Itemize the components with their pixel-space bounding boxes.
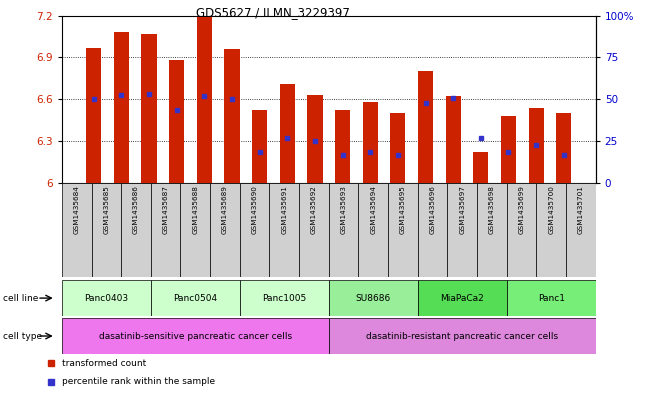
Text: GSM1435692: GSM1435692 <box>311 185 317 235</box>
Text: Panc1: Panc1 <box>538 294 564 303</box>
Bar <box>180 183 210 277</box>
Bar <box>252 110 267 183</box>
Text: GSM1435696: GSM1435696 <box>430 185 436 235</box>
Text: percentile rank within the sample: percentile rank within the sample <box>62 377 215 386</box>
Bar <box>418 72 433 183</box>
Text: GSM1435684: GSM1435684 <box>74 185 79 235</box>
Bar <box>210 183 240 277</box>
Text: cell line: cell line <box>3 294 38 303</box>
Text: GSM1435700: GSM1435700 <box>548 185 554 235</box>
Bar <box>566 183 596 277</box>
Bar <box>299 183 329 277</box>
Bar <box>329 183 359 277</box>
Text: dasatinib-resistant pancreatic cancer cells: dasatinib-resistant pancreatic cancer ce… <box>366 332 559 340</box>
Bar <box>169 60 184 183</box>
Bar <box>359 183 388 277</box>
Bar <box>225 49 240 183</box>
Bar <box>62 183 92 277</box>
Text: GDS5627 / ILMN_3229397: GDS5627 / ILMN_3229397 <box>197 6 350 19</box>
Bar <box>391 113 406 183</box>
Text: dasatinib-sensitive pancreatic cancer cells: dasatinib-sensitive pancreatic cancer ce… <box>99 332 292 340</box>
Bar <box>556 113 572 183</box>
Bar <box>141 34 157 183</box>
Text: GSM1435699: GSM1435699 <box>519 185 525 235</box>
Bar <box>151 280 240 316</box>
Bar <box>114 33 129 183</box>
Text: GSM1435688: GSM1435688 <box>192 185 199 235</box>
Text: cell type: cell type <box>3 332 42 340</box>
Bar <box>86 48 102 183</box>
Bar <box>240 183 270 277</box>
Bar <box>536 183 566 277</box>
Bar <box>329 280 418 316</box>
Bar <box>445 96 461 183</box>
Bar <box>62 280 151 316</box>
Bar <box>307 95 322 183</box>
Bar <box>506 280 596 316</box>
Bar <box>335 110 350 183</box>
Text: GSM1435693: GSM1435693 <box>340 185 346 235</box>
Text: transformed count: transformed count <box>62 359 146 368</box>
Text: Panc1005: Panc1005 <box>262 294 307 303</box>
Bar <box>473 152 488 183</box>
Text: GSM1435686: GSM1435686 <box>133 185 139 235</box>
Bar <box>62 318 329 354</box>
Text: GSM1435695: GSM1435695 <box>400 185 406 235</box>
Text: GSM1435694: GSM1435694 <box>370 185 376 235</box>
Bar <box>529 108 544 183</box>
Text: Panc0403: Panc0403 <box>84 294 128 303</box>
Text: MiaPaCa2: MiaPaCa2 <box>440 294 484 303</box>
Bar <box>151 183 180 277</box>
Text: GSM1435697: GSM1435697 <box>459 185 465 235</box>
Text: GSM1435691: GSM1435691 <box>281 185 287 235</box>
Text: GSM1435685: GSM1435685 <box>104 185 109 235</box>
Bar <box>197 17 212 183</box>
Bar <box>92 183 121 277</box>
Bar <box>280 84 295 183</box>
Text: GSM1435690: GSM1435690 <box>252 185 258 235</box>
Text: GSM1435689: GSM1435689 <box>222 185 228 235</box>
Text: SU8686: SU8686 <box>355 294 391 303</box>
Text: Panc0504: Panc0504 <box>173 294 217 303</box>
Bar <box>363 102 378 183</box>
Bar <box>388 183 418 277</box>
Bar <box>418 183 447 277</box>
Bar <box>270 183 299 277</box>
Bar <box>506 183 536 277</box>
Bar <box>329 318 596 354</box>
Bar <box>501 116 516 183</box>
Bar <box>477 183 506 277</box>
Bar <box>447 183 477 277</box>
Text: GSM1435687: GSM1435687 <box>163 185 169 235</box>
Bar <box>240 280 329 316</box>
Bar <box>418 280 506 316</box>
Bar <box>121 183 151 277</box>
Text: GSM1435698: GSM1435698 <box>489 185 495 235</box>
Text: GSM1435701: GSM1435701 <box>578 185 584 235</box>
